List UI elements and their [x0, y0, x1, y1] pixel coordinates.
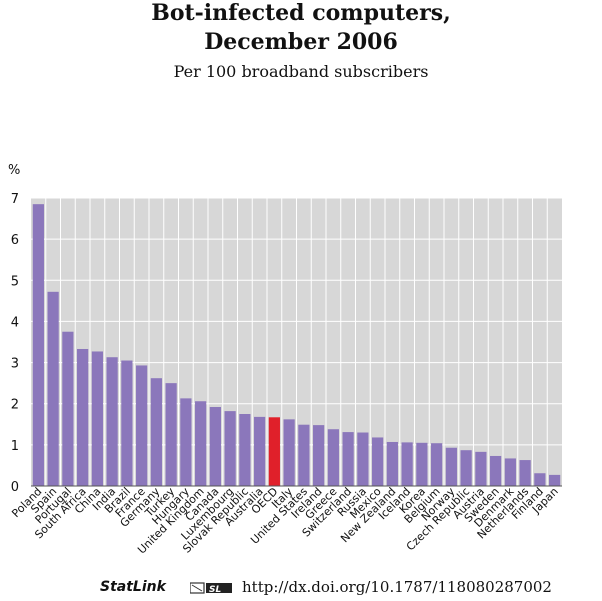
bar [519, 460, 531, 486]
bar [460, 450, 472, 486]
bar [239, 414, 251, 486]
y-axis-label: % [8, 163, 20, 178]
bar [342, 432, 354, 486]
y-tick-label: 6 [11, 233, 19, 248]
bar [416, 442, 428, 486]
bar [386, 441, 398, 486]
bar [32, 204, 44, 486]
chart-title-line2: December 2006 [204, 29, 398, 55]
bar [401, 442, 413, 486]
bar [327, 429, 339, 486]
bar [106, 357, 118, 486]
bar [195, 401, 207, 486]
bar [180, 398, 192, 486]
y-tick-label: 1 [11, 439, 19, 454]
bar [62, 331, 74, 486]
bar [504, 458, 516, 486]
bar [209, 407, 221, 486]
bar [534, 473, 546, 486]
bar [298, 424, 310, 486]
bar [445, 447, 457, 486]
doi-link[interactable]: http://dx.doi.org/10.1787/118080287002 [242, 578, 552, 596]
bar [136, 365, 148, 486]
bar [77, 348, 89, 486]
bar [283, 419, 295, 486]
statlink-label[interactable]: StatLink [100, 579, 166, 595]
chart-title-line1: Bot-infected computers, [151, 0, 451, 26]
bar [490, 455, 502, 486]
bar [254, 416, 266, 486]
statlink-logo-icon: SL [190, 582, 232, 595]
chart-subtitle: Per 100 broadband subscribers [173, 62, 429, 81]
bar [549, 474, 561, 486]
bar [431, 443, 443, 486]
bar [91, 351, 103, 486]
y-tick-label: 3 [11, 357, 19, 372]
bar [47, 291, 59, 486]
bar [475, 451, 487, 486]
y-tick-label: 5 [11, 274, 19, 289]
bar [224, 411, 236, 486]
bar [357, 432, 369, 486]
svg-text:SL: SL [209, 585, 221, 595]
y-tick-label: 0 [11, 480, 19, 495]
bar [121, 360, 133, 486]
bar [313, 425, 325, 486]
y-tick-label: 2 [11, 398, 19, 413]
bar [268, 417, 280, 486]
bar [372, 437, 384, 486]
bar [165, 383, 177, 486]
y-tick-label: 7 [11, 192, 19, 207]
bar [150, 378, 162, 486]
y-tick-label: 4 [11, 315, 19, 330]
